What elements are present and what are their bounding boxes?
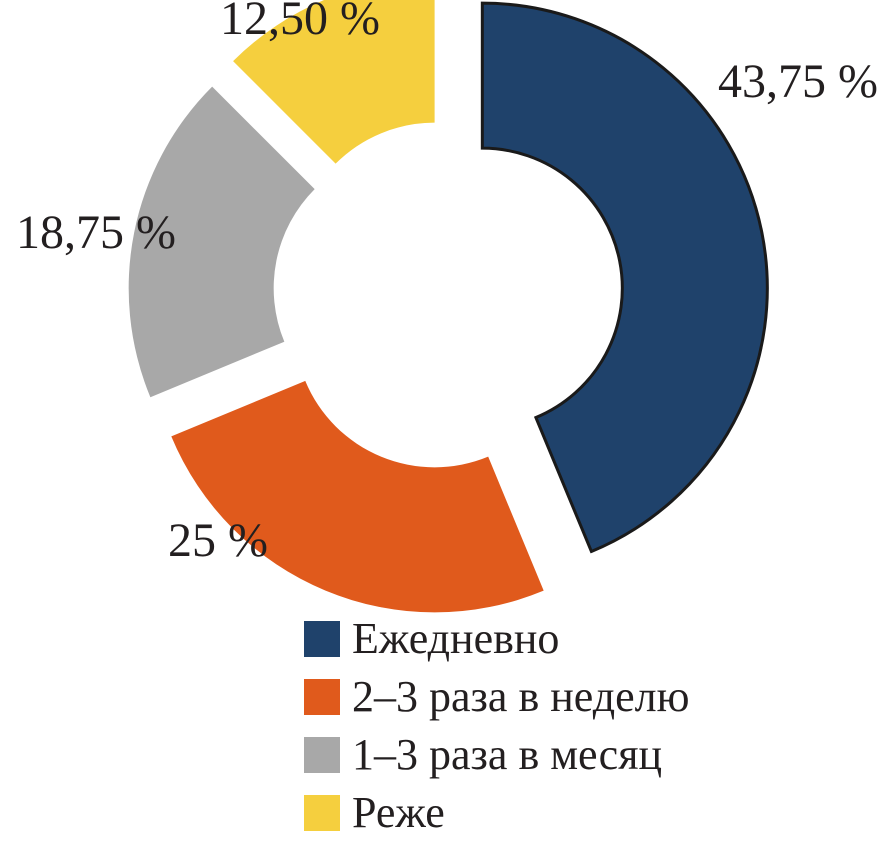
slice-weekly: [171, 380, 544, 613]
slice-monthly: [128, 86, 315, 398]
slice-daily: [480, 1, 769, 554]
legend-swatch-monthly: [304, 737, 340, 773]
data-label-monthly: 18,75 %: [16, 206, 176, 259]
legend: Ежедневно 2–3 раза в неделю 1–3 раза в м…: [304, 610, 689, 842]
data-label-weekly: 25 %: [168, 514, 268, 567]
legend-swatch-weekly: [304, 679, 340, 715]
legend-label-rarely: Реже: [352, 788, 445, 837]
data-label-rarely: 12,50 %: [220, 0, 380, 45]
labels-group: 43,75 % 25 % 18,75 % 12,50 %: [16, 0, 878, 567]
legend-item-monthly: 1–3 раза в месяц: [304, 726, 689, 784]
legend-label-daily: Ежедневно: [352, 614, 560, 663]
legend-swatch-daily: [304, 621, 340, 657]
data-label-daily: 43,75 %: [718, 55, 878, 108]
legend-item-daily: Ежедневно: [304, 610, 689, 668]
legend-item-rarely: Реже: [304, 784, 689, 842]
legend-label-weekly: 2–3 раза в неделю: [352, 672, 690, 721]
legend-swatch-rarely: [304, 795, 340, 831]
legend-item-weekly: 2–3 раза в неделю: [304, 668, 689, 726]
slice-rarely: [233, 0, 435, 164]
slices-group: [128, 0, 769, 613]
legend-label-monthly: 1–3 раза в месяц: [352, 730, 662, 779]
